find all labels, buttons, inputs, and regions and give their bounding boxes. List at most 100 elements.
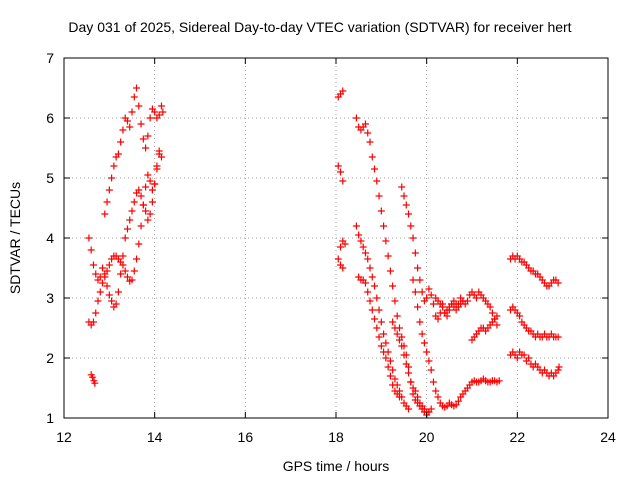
data-point-plus [339, 237, 347, 245]
data-point-plus [123, 225, 131, 233]
data-point-plus [135, 102, 143, 110]
series-trace-j [355, 273, 403, 401]
data-point-plus [434, 393, 442, 401]
data-point-plus [371, 282, 379, 290]
data-point-plus [89, 261, 97, 269]
data-point-plus [133, 255, 141, 263]
data-point-plus [402, 360, 410, 368]
data-point-plus [391, 297, 399, 305]
data-point-plus [334, 255, 342, 263]
data-point-plus [334, 162, 342, 170]
data-point-plus [432, 387, 440, 395]
data-point-plus [380, 330, 388, 338]
series-trace-b [85, 150, 163, 329]
x-axis-label: GPS time / hours [283, 458, 390, 474]
data-point-plus [493, 312, 501, 320]
data-point-plus [144, 216, 152, 224]
data-point-plus [130, 267, 138, 275]
data-point-plus [364, 288, 372, 296]
data-point-plus [103, 198, 111, 206]
axis-ticks [63, 57, 609, 419]
data-point-plus [429, 378, 437, 386]
data-point-plus [371, 315, 379, 323]
data-point-plus [133, 84, 141, 92]
data-point-plus [126, 123, 134, 131]
data-point-plus [85, 234, 93, 242]
data-point-plus [352, 222, 360, 230]
y-tick-label-2: 2 [46, 350, 54, 366]
y-tick-label-4: 4 [46, 230, 54, 246]
data-point-plus [126, 216, 134, 224]
data-point-plus [159, 108, 167, 116]
series-trace-n [432, 294, 467, 320]
data-point-plus [105, 291, 113, 299]
data-point-plus [123, 273, 131, 281]
data-point-plus [357, 237, 365, 245]
data-point-plus [339, 264, 347, 272]
series-trace-c [101, 84, 167, 218]
data-point-plus [339, 87, 347, 95]
data-point-plus [151, 180, 159, 188]
data-point-plus [554, 333, 562, 341]
data-point-plus [359, 243, 367, 251]
data-point-plus [128, 207, 136, 215]
data-point-plus [555, 363, 563, 371]
data-point-plus [137, 120, 145, 128]
data-point-plus [114, 150, 122, 158]
grid-lines [64, 58, 608, 418]
series-trace-a [85, 147, 165, 311]
data-point-plus [395, 336, 403, 344]
series-trace-q [507, 303, 562, 341]
data-point-plus [414, 303, 422, 311]
data-point-plus [128, 276, 136, 284]
data-point-plus [121, 267, 129, 275]
data-point-plus [411, 249, 419, 257]
data-point-plus [92, 309, 100, 317]
data-point-plus [368, 306, 376, 314]
data-point-plus [87, 246, 95, 254]
data-point-plus [454, 397, 462, 405]
data-point-plus [119, 252, 127, 260]
series-trace-e [334, 87, 347, 101]
data-point-plus [459, 297, 467, 305]
data-point-plus [554, 279, 562, 287]
data-point-plus [105, 261, 113, 269]
series-trace-k [389, 318, 435, 416]
data-point-plus [148, 198, 156, 206]
data-point-plus [121, 234, 129, 242]
y-tick-label-7: 7 [46, 50, 54, 66]
data-point-plus [137, 192, 145, 200]
data-point-plus [92, 270, 100, 278]
data-point-plus [155, 111, 163, 119]
data-point-plus [411, 387, 419, 395]
data-point-plus [473, 294, 481, 302]
data-point-plus [395, 393, 403, 401]
data-point-plus [389, 282, 397, 290]
data-point-plus [112, 300, 120, 308]
data-point-plus [393, 330, 401, 338]
data-point-plus [380, 222, 388, 230]
data-point-plus [389, 318, 397, 326]
data-point-plus [89, 318, 97, 326]
data-point-plus [418, 288, 426, 296]
data-point-plus [400, 192, 408, 200]
data-point-plus [94, 297, 102, 305]
data-point-plus [411, 288, 419, 296]
data-point-plus [135, 186, 143, 194]
data-point-plus [148, 186, 156, 194]
data-point-plus [103, 267, 111, 275]
data-point-plus [139, 135, 147, 143]
data-point-plus [117, 138, 125, 146]
y-tick-label-3: 3 [46, 290, 54, 306]
data-point-plus [554, 366, 562, 374]
data-point-plus [434, 315, 442, 323]
data-point-plus [151, 108, 159, 116]
data-point-plus [371, 165, 379, 173]
data-point-plus [488, 309, 496, 317]
series-trace-m [409, 276, 503, 411]
data-point-plus [382, 354, 390, 362]
data-point-plus [405, 405, 413, 413]
data-point-plus [414, 264, 422, 272]
data-point-plus [409, 234, 417, 242]
data-point-plus [445, 306, 453, 314]
